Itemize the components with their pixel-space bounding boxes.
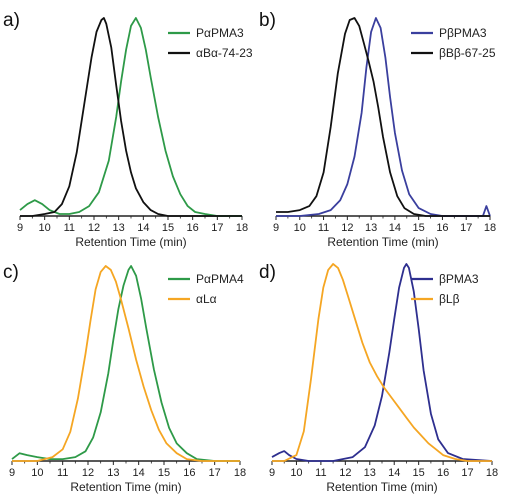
panel-label: a) — [3, 10, 20, 31]
x-tick-label: 16 — [436, 222, 448, 234]
x-tick-label: 9 — [9, 467, 15, 479]
x-tick-label: 13 — [364, 467, 376, 479]
chart-panel-a: a) 9 10 11 12 13 14 15 16 17 18 Retention Time (min… — [3, 10, 253, 249]
x-tick-label: 12 — [88, 222, 100, 234]
legend-label: αLα — [196, 292, 217, 306]
x-tick-label: 14 — [388, 467, 400, 479]
legend-label: βBβ-67-25 — [439, 46, 496, 60]
series-line-2 — [20, 17, 242, 217]
x-tick-label: 15 — [158, 467, 170, 479]
x-tick-label: 13 — [365, 222, 377, 234]
series-line-1 — [271, 263, 493, 462]
x-tick-label: 18 — [234, 467, 246, 479]
x-tick-label: 16 — [187, 222, 199, 234]
x-tick-label: 11 — [57, 467, 68, 479]
series-line-2 — [272, 263, 492, 462]
legend-label: PαPMA3 — [196, 26, 244, 40]
x-tick-label: 16 — [183, 467, 195, 479]
legend-label: βLβ — [439, 292, 460, 306]
chart-panel-b: b) 9 10 11 12 13 14 15 16 17 18 Retention Time (min… — [259, 10, 496, 249]
x-tick-label: 16 — [437, 467, 449, 479]
x-tick-label: 10 — [39, 222, 51, 234]
x-axis-title: Retention Time (min) — [70, 480, 181, 494]
x-tick-label: 17 — [460, 222, 472, 234]
x-tick-label: 18 — [484, 222, 496, 234]
panel-label: d) — [259, 262, 276, 283]
x-axis-title: Retention Time (min) — [75, 235, 186, 249]
x-tick-label: 12 — [341, 222, 353, 234]
legend-label: αBα-74-23 — [196, 46, 253, 60]
legend-label: βPMA3 — [439, 272, 479, 286]
x-tick-label: 17 — [209, 467, 221, 479]
x-axis-title: Retention Time (min) — [327, 235, 438, 249]
x-tick-label: 17 — [461, 467, 473, 479]
x-tick-label: 15 — [162, 222, 174, 234]
x-tick-label: 14 — [133, 467, 145, 479]
panel-label: b) — [259, 10, 276, 31]
x-tick-label: 13 — [107, 467, 119, 479]
series-line-2 — [276, 17, 490, 217]
x-tick-label: 18 — [486, 467, 498, 479]
legend-label: PβPMA3 — [439, 26, 487, 40]
panel-label: c) — [3, 262, 19, 283]
x-tick-label: 17 — [211, 222, 223, 234]
x-tick-label: 13 — [113, 222, 125, 234]
x-tick-label: 18 — [236, 222, 248, 234]
x-tick-label: 11 — [64, 222, 75, 234]
series-line-1 — [11, 265, 240, 462]
series-line-2 — [12, 265, 240, 462]
x-tick-label: 14 — [137, 222, 149, 234]
chart-panel-c: c) 9 10 11 12 13 14 15 16 17 18 Retention Time (min… — [3, 262, 246, 494]
x-tick-label: 9 — [17, 222, 23, 234]
x-tick-label: 14 — [389, 222, 401, 234]
x-tick-label: 12 — [339, 467, 351, 479]
x-tick-label: 15 — [413, 467, 425, 479]
x-tick-label: 11 — [315, 467, 326, 479]
x-tick-label: 9 — [269, 467, 275, 479]
x-tick-label: 10 — [290, 467, 302, 479]
chart-panel-d: d) 9 10 11 12 13 14 15 16 17 18 Retention Time (min… — [259, 262, 498, 494]
x-tick-label: 10 — [31, 467, 43, 479]
x-tick-label: 10 — [294, 222, 306, 234]
x-tick-label: 11 — [318, 222, 329, 234]
x-tick-label: 12 — [82, 467, 94, 479]
x-tick-label: 9 — [273, 222, 279, 234]
legend-label: PαPMA4 — [196, 272, 244, 286]
x-axis-title: Retention Time (min) — [326, 480, 437, 494]
x-tick-label: 15 — [413, 222, 425, 234]
